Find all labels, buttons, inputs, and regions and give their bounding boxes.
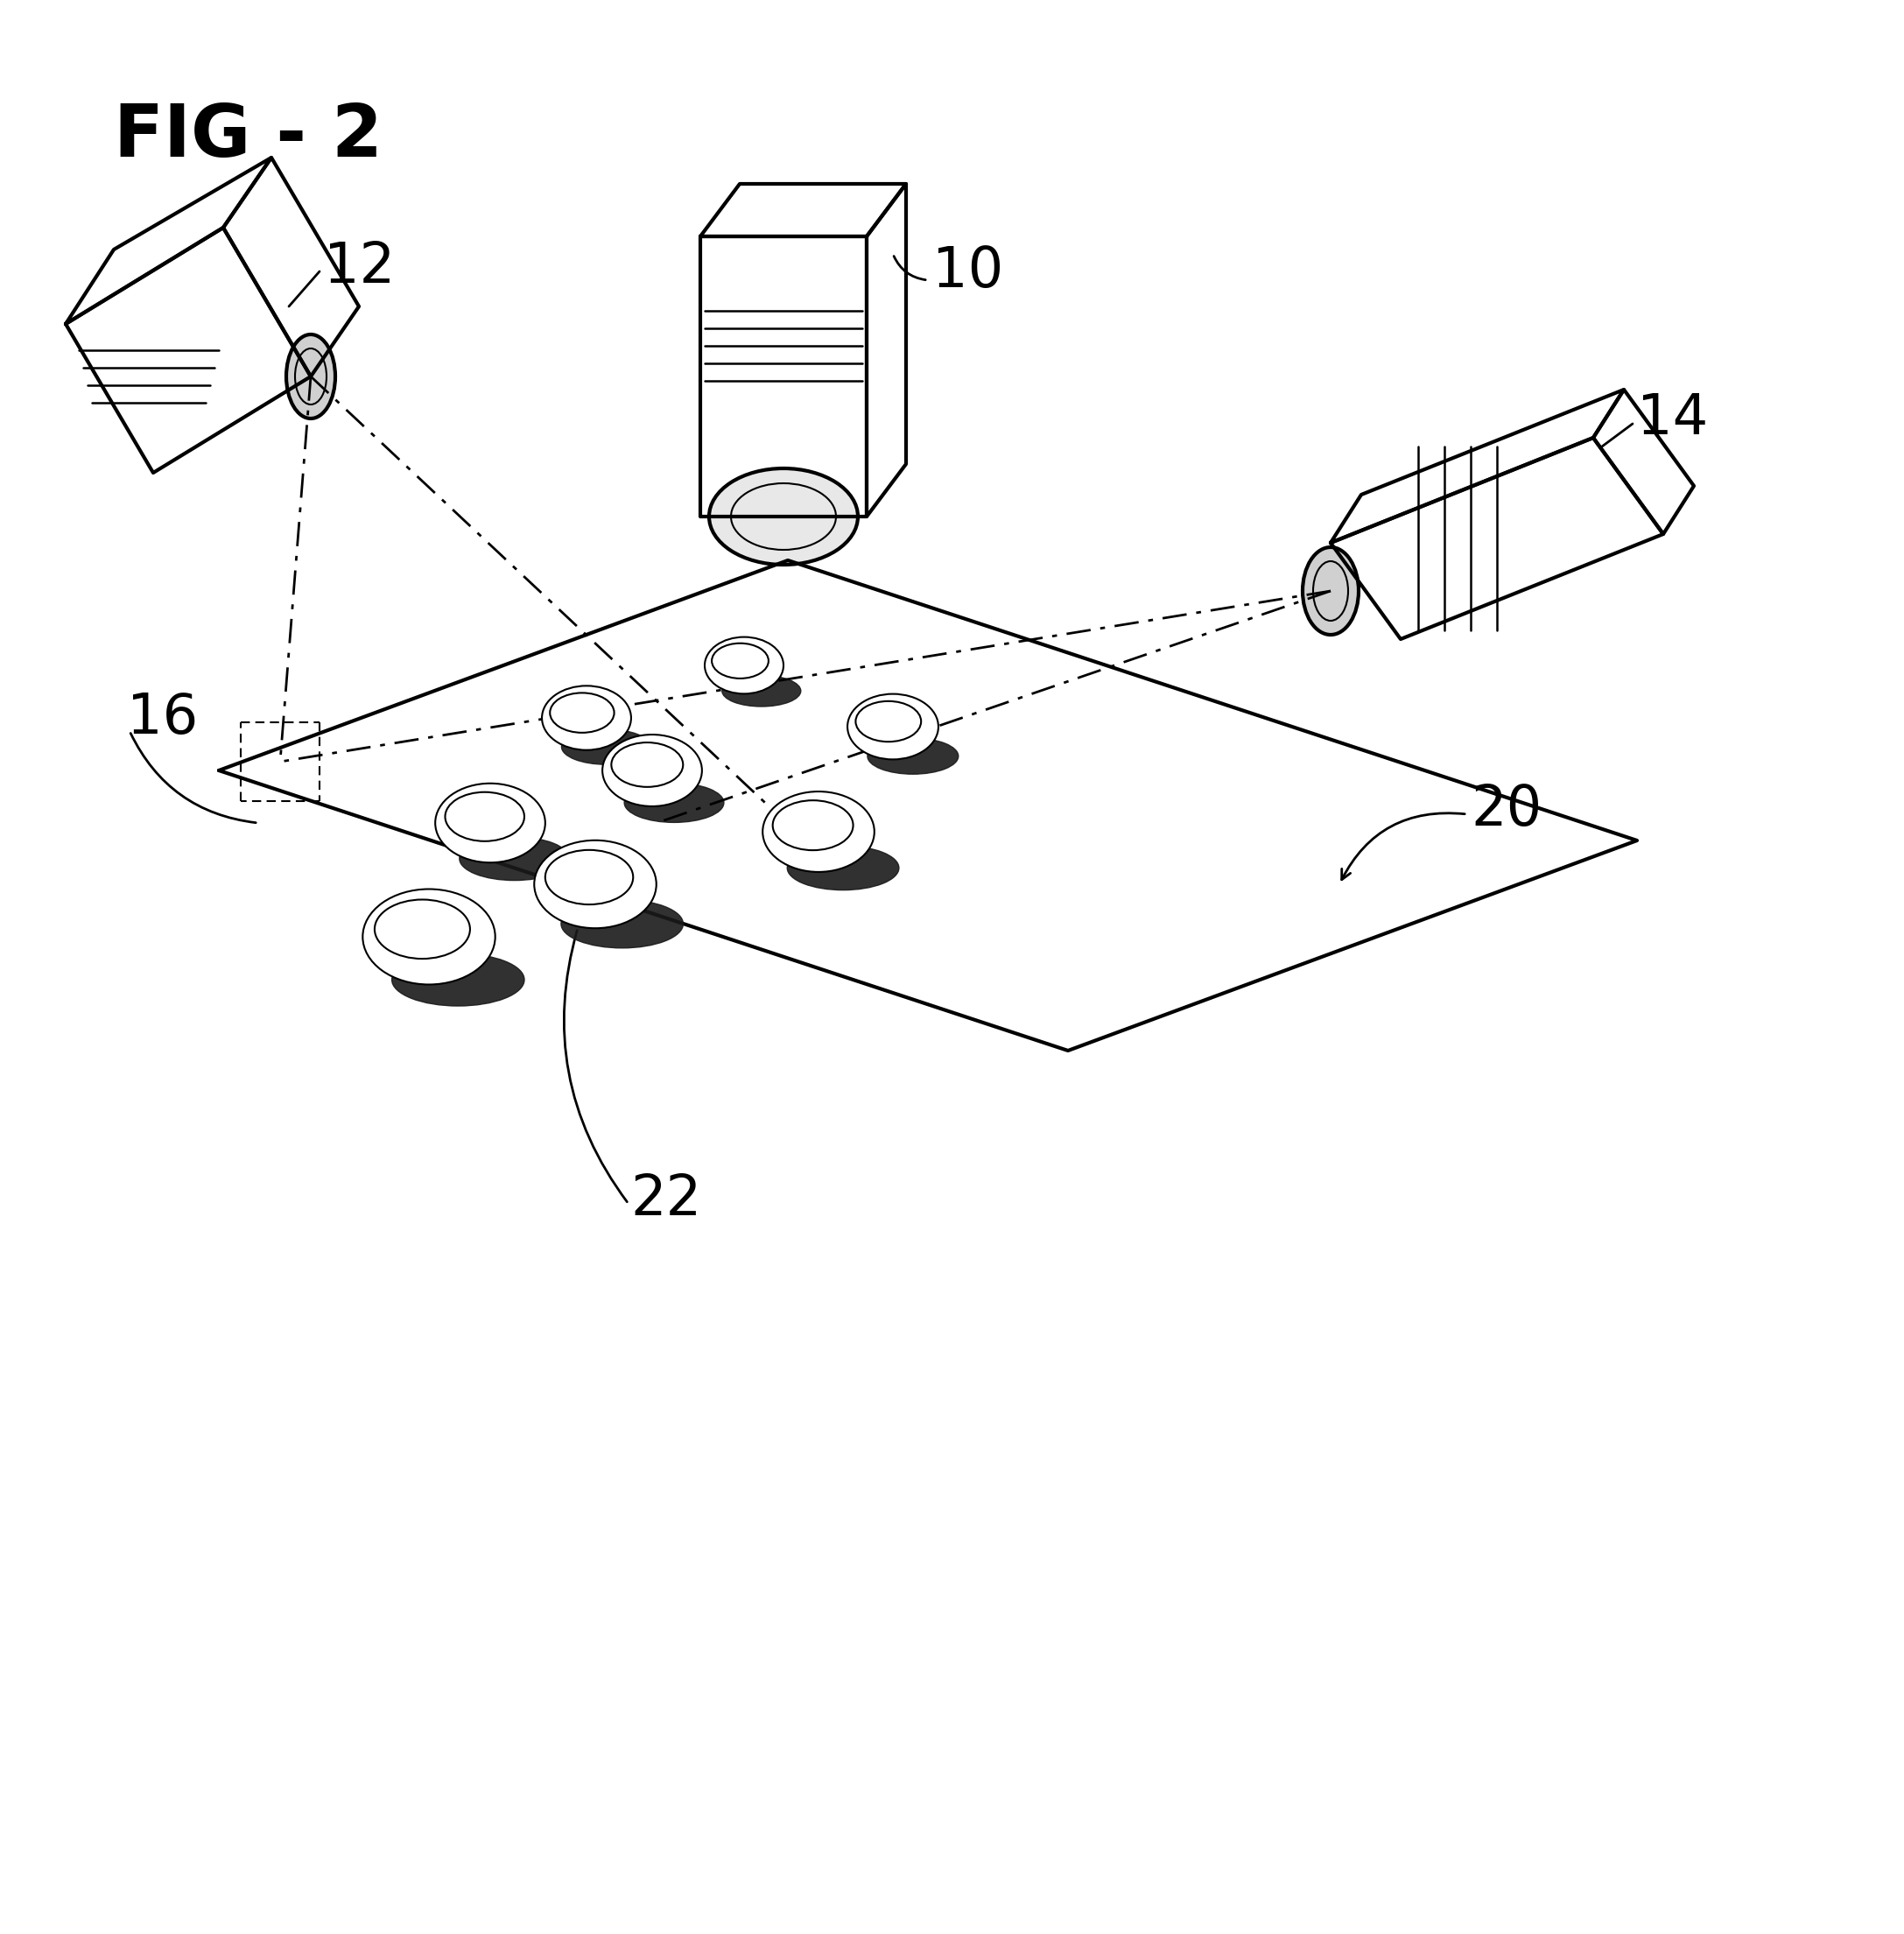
Ellipse shape [436,783,545,863]
Ellipse shape [722,675,802,706]
Ellipse shape [786,845,899,890]
Ellipse shape [625,783,724,822]
Ellipse shape [543,687,630,750]
Ellipse shape [764,791,874,872]
Ellipse shape [847,694,939,760]
Ellipse shape [562,729,651,764]
Ellipse shape [562,899,684,948]
Text: 20: 20 [1470,783,1542,837]
Ellipse shape [286,335,335,418]
Text: 16: 16 [128,690,198,745]
Ellipse shape [868,739,958,774]
Ellipse shape [459,837,569,880]
FancyArrowPatch shape [1342,812,1464,880]
FancyArrowPatch shape [131,733,255,822]
Text: 12: 12 [324,240,394,294]
Text: 10: 10 [933,244,1003,298]
FancyArrowPatch shape [893,255,925,280]
Ellipse shape [362,890,495,984]
Ellipse shape [392,953,524,1006]
FancyArrowPatch shape [564,930,626,1201]
Text: 22: 22 [630,1172,701,1226]
Ellipse shape [708,468,859,565]
Ellipse shape [704,636,783,694]
Text: 14: 14 [1637,391,1708,445]
Ellipse shape [535,839,657,928]
Ellipse shape [1302,547,1359,634]
Text: FIG - 2: FIG - 2 [114,101,383,172]
Ellipse shape [602,735,703,806]
